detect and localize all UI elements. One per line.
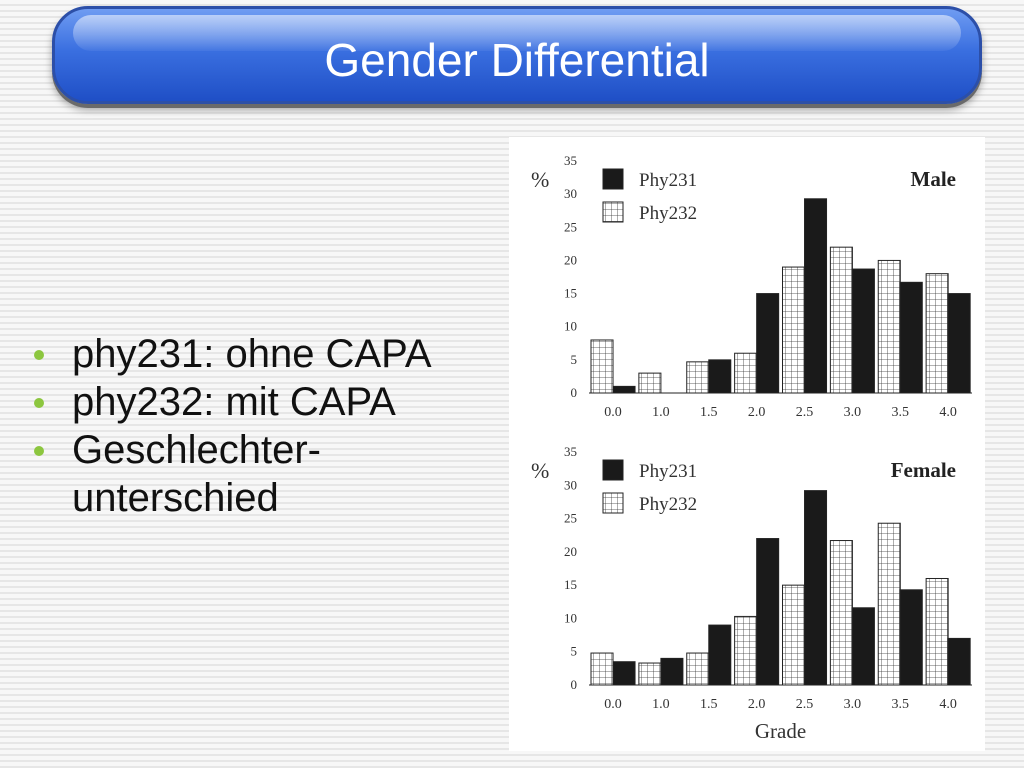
y-tick-label: 10 xyxy=(564,610,577,625)
x-tick-label: 4.0 xyxy=(939,697,957,712)
bar-phy232-3.5 xyxy=(877,259,901,394)
bar-phy232-3.5 xyxy=(877,522,901,686)
y-tick-label: 15 xyxy=(564,286,577,301)
bar-phy231-3.5 xyxy=(899,589,923,686)
y-tick-label: 30 xyxy=(564,477,577,492)
panel-label: Male xyxy=(911,167,956,191)
x-tick-label: 0.0 xyxy=(604,697,622,712)
bar-phy232-3.0 xyxy=(829,540,853,686)
y-tick-label: 20 xyxy=(564,544,577,559)
bar-phy231-3.0 xyxy=(851,607,875,686)
legend-label-phy232: Phy232 xyxy=(639,494,697,515)
bar-phy231-1.5 xyxy=(708,359,732,394)
x-tick-label: 3.5 xyxy=(891,697,909,712)
y-axis-label: % xyxy=(531,458,549,483)
x-tick-label: 2.5 xyxy=(796,697,814,712)
y-tick-label: 15 xyxy=(564,577,577,592)
legend-label-phy231: Phy231 xyxy=(639,461,697,482)
bullet-dot-icon xyxy=(34,398,44,408)
x-tick-label: 1.5 xyxy=(700,697,718,712)
bullet-item: Geschlechter- unterschied xyxy=(34,426,504,522)
bar-phy231-3.5 xyxy=(899,281,923,394)
bar-phy232-3.0 xyxy=(829,246,853,394)
y-tick-label: 25 xyxy=(564,219,577,234)
bar-phy232-0.0 xyxy=(590,652,614,686)
title-bar: Gender Differential xyxy=(52,6,982,104)
y-tick-label: 5 xyxy=(571,644,578,659)
bar-phy231-3.0 xyxy=(851,268,875,394)
y-tick-label: 35 xyxy=(564,153,577,168)
bar-phy231-4.0 xyxy=(947,637,971,686)
bullet-list: phy231: ohne CAPA phy232: mit CAPA Gesch… xyxy=(34,330,504,522)
y-tick-label: 0 xyxy=(571,385,578,400)
bar-phy232-2.0 xyxy=(734,615,758,686)
bullet-dot-icon xyxy=(34,446,44,456)
bar-phy231-0.0 xyxy=(612,385,636,394)
legend-label-phy232: Phy232 xyxy=(639,203,697,224)
x-tick-label: 3.0 xyxy=(844,405,862,420)
legend-swatch-phy232 xyxy=(602,492,624,514)
y-tick-label: 0 xyxy=(571,677,578,692)
bar-phy231-1.0 xyxy=(660,657,684,686)
legend-swatch-phy231 xyxy=(602,459,624,481)
bar-phy231-1.5 xyxy=(708,624,732,686)
bar-phy231-0.0 xyxy=(612,661,636,686)
y-tick-label: 10 xyxy=(564,319,577,334)
bar-phy232-1.0 xyxy=(638,372,662,394)
legend-swatch-phy231 xyxy=(602,168,624,190)
x-axis-label: Grade xyxy=(755,719,806,743)
y-tick-label: 30 xyxy=(564,186,577,201)
bullet-text: phy231: ohne CAPA xyxy=(72,332,432,376)
chart-svg: 0 5 10 15 20 25 30 35% Male 0.0 1.0 1.5 2.0 2.5 3.0 3.5… xyxy=(531,153,972,743)
y-tick-label: 25 xyxy=(564,511,577,526)
x-tick-label: 1.0 xyxy=(652,405,670,420)
bullet-dot-icon xyxy=(34,350,44,360)
bar-phy231-4.0 xyxy=(947,293,971,394)
bar-phy232-2.0 xyxy=(734,352,758,394)
bar-phy231-2.5 xyxy=(804,198,828,394)
x-tick-label: 2.5 xyxy=(796,405,814,420)
legend-label-phy231: Phy231 xyxy=(639,170,697,191)
x-tick-label: 2.0 xyxy=(748,697,766,712)
x-tick-label: 3.0 xyxy=(844,697,862,712)
x-tick-label: 1.5 xyxy=(700,405,718,420)
slide-title: Gender Differential xyxy=(324,34,710,86)
y-tick-label: 20 xyxy=(564,252,577,267)
bar-phy232-0.0 xyxy=(590,339,614,394)
bullet-item: phy231: ohne CAPA xyxy=(34,330,504,378)
bullet-item: phy232: mit CAPA xyxy=(34,378,504,426)
x-tick-label: 2.0 xyxy=(748,405,766,420)
y-tick-label: 35 xyxy=(564,444,577,459)
bar-phy232-4.0 xyxy=(925,577,949,686)
bar-phy231-2.5 xyxy=(804,490,828,686)
bar-phy232-2.5 xyxy=(782,266,806,394)
y-axis-label: % xyxy=(531,167,549,192)
bullet-text: Geschlechter- unterschied xyxy=(72,428,321,520)
x-tick-label: 0.0 xyxy=(604,405,622,420)
bar-phy231-2.0 xyxy=(756,293,780,394)
x-tick-label: 1.0 xyxy=(652,697,670,712)
bar-phy232-1.0 xyxy=(638,662,662,686)
y-tick-label: 5 xyxy=(571,352,578,367)
chart-figure: 0 5 10 15 20 25 30 35% Male 0.0 1.0 1.5 2.0 2.5 3.0 3.5… xyxy=(509,137,985,751)
bullet-text: phy232: mit CAPA xyxy=(72,380,396,424)
bar-phy231-2.0 xyxy=(756,538,780,686)
bar-phy232-2.5 xyxy=(782,584,806,686)
legend-swatch-phy232 xyxy=(602,201,624,223)
bar-phy232-4.0 xyxy=(925,273,949,394)
panel-label: Female xyxy=(891,458,956,482)
x-tick-label: 4.0 xyxy=(939,405,957,420)
bar-phy232-1.5 xyxy=(686,361,710,394)
x-tick-label: 3.5 xyxy=(891,405,909,420)
bar-phy232-1.5 xyxy=(686,652,710,686)
